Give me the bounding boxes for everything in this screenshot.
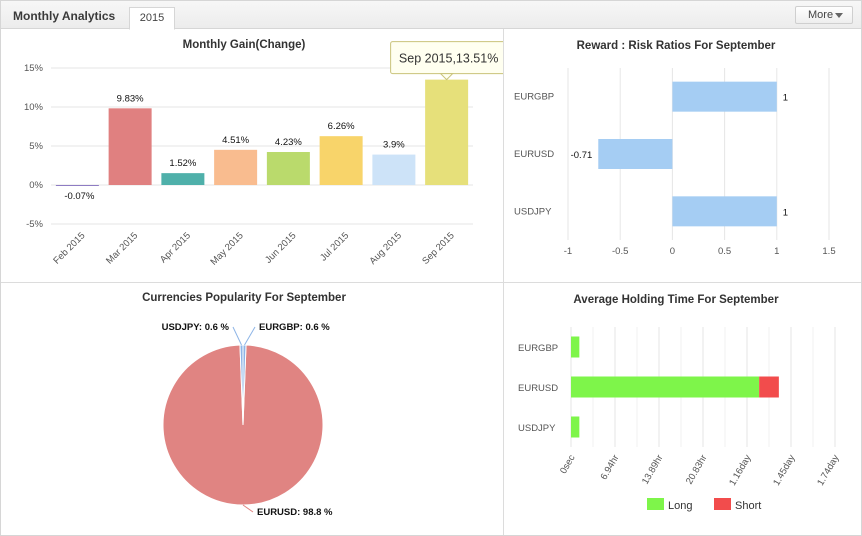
x-tick-label: Jun 2015	[263, 230, 298, 265]
bar	[672, 81, 777, 112]
data-label: -0.07%	[64, 191, 95, 202]
data-label: 9.83%	[117, 93, 144, 104]
bar-segment	[571, 336, 580, 358]
legend-label: Long	[668, 500, 692, 512]
pie-label: EURUSD: 98.8 %	[257, 507, 333, 518]
legend-swatch	[714, 498, 731, 510]
y-tick-label: 0%	[29, 180, 43, 191]
chart-title: Monthly Gain(Change)	[183, 39, 306, 51]
data-label: 3.9%	[383, 140, 405, 151]
category-label: EURGBP	[518, 343, 558, 354]
bar-segment	[571, 376, 760, 398]
legend-label: Short	[735, 500, 761, 512]
monthly-gain-chart: Monthly Gain(Change) 15% 10% 5% 0% -5% -0.07…	[24, 39, 503, 268]
y-tick-label: 10%	[24, 102, 44, 113]
chevron-down-icon	[835, 13, 843, 18]
y-tick-label: 5%	[29, 141, 43, 152]
data-label: -0.71	[571, 150, 593, 161]
panel-header: Monthly Analytics 2015 More	[1, 1, 861, 30]
pie-label: USDJPY: 0.6 %	[162, 322, 230, 333]
tooltip-text: Sep 2015,13.51%	[399, 52, 498, 66]
chart-title: Currencies Popularity For September	[142, 292, 346, 304]
bar	[598, 139, 673, 169]
tab-2015[interactable]: 2015	[129, 7, 175, 30]
x-tick-label: 6.94hr	[599, 453, 622, 482]
bar	[214, 149, 258, 185]
x-tick-label: Mar 2015	[104, 230, 140, 266]
data-label: 4.23%	[275, 137, 302, 148]
x-tick-label: Apr 2015	[158, 230, 193, 265]
bar	[108, 108, 152, 185]
currencies-popularity-chart: Currencies Popularity For September EURU…	[142, 292, 346, 518]
x-tick-label: 1.5	[822, 246, 835, 257]
pie-slice	[242, 344, 247, 426]
horizontal-divider	[1, 282, 861, 283]
bar	[319, 136, 363, 185]
y-tick-label: -5%	[26, 219, 43, 230]
legend-swatch	[647, 498, 664, 510]
x-tick-label: Feb 2015	[51, 230, 87, 266]
x-tick-label: -0.5	[612, 246, 628, 257]
category-label: EURUSD	[514, 149, 554, 160]
reward-risk-chart: Reward : Risk Ratios For September -1 -0.…	[514, 40, 836, 257]
pie-label-connector	[242, 504, 254, 513]
bar	[266, 152, 310, 185]
x-tick-label: 0	[670, 246, 675, 257]
more-button[interactable]: More	[795, 6, 853, 24]
category-label: EURGBP	[514, 92, 554, 103]
x-tick-label: 1.16day	[727, 453, 754, 488]
x-tick-label: 1.74day	[815, 453, 842, 488]
category-label: USDJPY	[518, 423, 556, 434]
data-label: 1.52%	[169, 158, 196, 169]
pie-slice	[162, 344, 324, 506]
x-tick-label: 20.83hr	[684, 453, 710, 486]
data-label: 1	[783, 207, 788, 218]
data-label: 4.51%	[222, 135, 249, 146]
bar	[161, 173, 205, 185]
pie-label-connector	[244, 326, 256, 346]
pie-label-connector	[232, 326, 242, 346]
x-tick-label: Aug 2015	[367, 230, 404, 267]
x-tick-label: -1	[564, 246, 572, 257]
bar	[672, 196, 777, 227]
bar-segment	[571, 416, 580, 438]
category-label: USDJPY	[514, 206, 552, 217]
more-button-label: More	[808, 9, 834, 21]
panel-title: Monthly Analytics	[13, 9, 116, 23]
bar-segment	[759, 376, 779, 398]
bar	[55, 185, 99, 186]
data-label: 1	[783, 93, 788, 104]
pie-label: EURGBP: 0.6 %	[259, 322, 330, 333]
x-tick-label: 0.5	[718, 246, 731, 257]
x-tick-label: 0sec	[558, 453, 578, 476]
bar	[425, 79, 469, 185]
chart-title: Reward : Risk Ratios For September	[577, 40, 776, 52]
x-tick-label: May 2015	[208, 230, 245, 267]
holding-time-chart: Average Holding Time For September 0sec 6…	[518, 294, 842, 512]
x-tick-label: 1	[774, 246, 779, 257]
tooltip-pointer	[439, 73, 454, 81]
bar	[372, 154, 416, 185]
category-label: EURUSD	[518, 383, 558, 394]
x-tick-label: Jul 2015	[318, 230, 351, 263]
chart-title: Average Holding Time For September	[573, 294, 779, 306]
data-label: 6.26%	[328, 121, 355, 132]
x-tick-label: 1.45day	[771, 453, 798, 488]
x-tick-label: 13.89hr	[640, 453, 666, 486]
y-tick-label: 15%	[24, 63, 44, 74]
x-tick-label: Sep 2015	[420, 230, 457, 267]
